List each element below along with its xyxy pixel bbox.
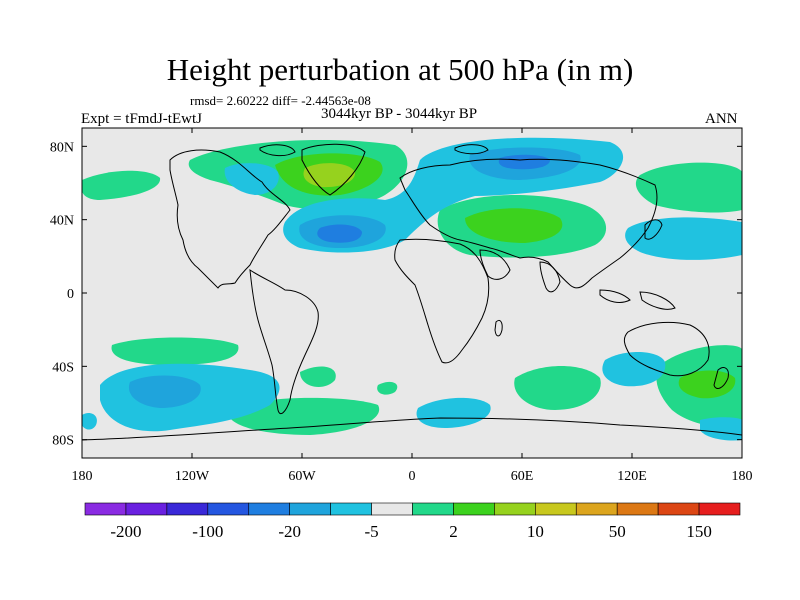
anomaly-region-argentina	[300, 366, 336, 387]
anomaly-region	[317, 224, 362, 243]
x-tick-label: 180	[72, 469, 93, 484]
colorbar-swatch	[330, 502, 372, 516]
colorbar-label: 150	[686, 522, 712, 541]
season-label: ANN	[705, 111, 738, 127]
anomaly-region-indian-small	[377, 381, 398, 395]
y-tick-label: 80N	[50, 140, 74, 155]
colorbar-swatch	[698, 502, 741, 516]
colorbar-swatch	[84, 502, 127, 516]
colorbar-label: 2	[449, 522, 458, 541]
colorbar-swatch	[289, 502, 331, 516]
colorbar-swatch	[535, 502, 577, 516]
anomaly-region-ne-pacific	[82, 170, 161, 200]
x-tick-label: 180	[732, 469, 753, 484]
colorbar-label: -5	[364, 522, 378, 541]
x-tick-label: 60E	[511, 469, 534, 484]
anomaly-negative-mid	[128, 147, 581, 408]
period-label: 3044kyr BP - 3044kyr BP	[321, 106, 478, 122]
x-axis: 180 120W 60W 0 60E 120E 180	[72, 128, 753, 484]
anomaly-region	[678, 370, 736, 399]
x-tick-label: 120W	[175, 469, 210, 484]
colorbar-label: -100	[192, 522, 223, 541]
page-title: Height perturbation at 500 hPa (in m)	[166, 52, 634, 87]
anomaly-field	[82, 137, 742, 441]
anomaly-region-antarctic-pacific	[700, 417, 742, 441]
colorbar-swatch	[575, 502, 618, 516]
colorbar-label: 10	[527, 522, 544, 541]
stats-line: rmsd= 2.60222 diff= -2.44563e-08	[190, 93, 371, 108]
y-tick-label: 40N	[50, 214, 74, 229]
anomaly-region-south-pacific	[111, 337, 239, 365]
coastlines	[82, 143, 742, 441]
colorbar-swatch	[371, 502, 413, 516]
anomaly-region	[465, 208, 563, 243]
anomaly-region-nw-pacific-low	[625, 217, 742, 260]
anomaly-region	[498, 154, 550, 170]
y-tick-label: 40S	[52, 360, 74, 375]
colorbar-swatch	[657, 502, 700, 516]
anomaly-region-southern-ocean	[416, 397, 491, 428]
anomaly-region-indian-low	[602, 351, 666, 387]
x-tick-label: 120E	[617, 469, 647, 484]
anomaly-region	[128, 375, 201, 408]
colorbar-swatch	[616, 502, 659, 516]
colorbar-swatch	[494, 502, 536, 516]
colorbar-swatch	[125, 502, 168, 516]
colorbar-swatch	[453, 502, 495, 516]
x-tick-label: 0	[409, 469, 416, 484]
colorbar-swatch	[166, 502, 209, 516]
colorbar-swatch	[248, 502, 290, 516]
colorbar-swatch	[207, 502, 250, 516]
colorbar-label: 50	[609, 522, 626, 541]
colorbar-label: -20	[278, 522, 301, 541]
anomaly-region	[303, 163, 356, 188]
colorbar-label: -200	[110, 522, 141, 541]
y-tick-label: 80S	[52, 434, 74, 449]
y-tick-label: 0	[67, 287, 74, 302]
y-axis: 80N 40N 0 40S 80S	[50, 140, 742, 449]
anomaly-negative-high	[317, 154, 550, 243]
anomaly-region-south-indian	[514, 366, 601, 410]
x-tick-label: 60W	[288, 469, 316, 484]
experiment-label: Expt = tFmdJ-tEwtJ	[81, 111, 202, 127]
anomaly-region-pacific-edge	[82, 413, 97, 430]
anomaly-region-nw-pacific	[635, 162, 742, 213]
colorbar-swatch	[412, 502, 454, 516]
colorbar: -200 -100 -20 -5 2 10 50 150	[84, 502, 741, 541]
anomaly-positive-high	[303, 163, 356, 188]
